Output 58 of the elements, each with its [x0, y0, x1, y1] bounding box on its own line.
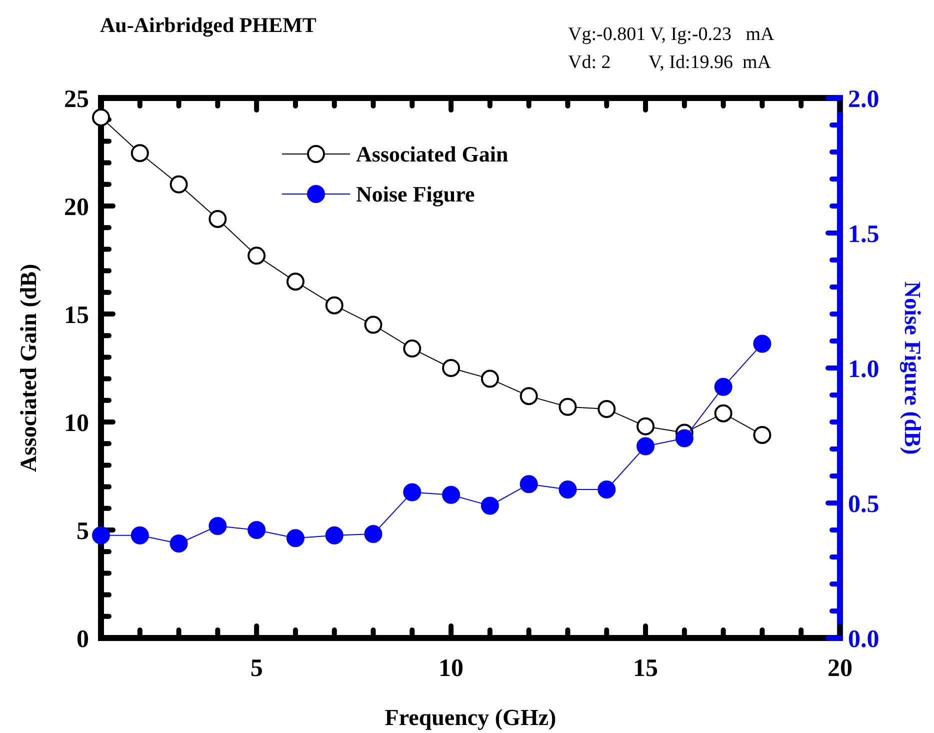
point — [130, 526, 149, 544]
y-tick-label: 25 — [64, 86, 89, 113]
point — [753, 334, 772, 353]
point — [403, 340, 422, 358]
y2-tick-label: 0.0 — [848, 626, 880, 653]
point — [598, 400, 616, 418]
x-tick-label: 5 — [250, 655, 263, 682]
point — [92, 108, 110, 126]
point — [364, 316, 382, 334]
point — [558, 398, 577, 416]
y2-axis-title: Noise Figure (dB) — [899, 281, 925, 455]
point — [130, 144, 149, 162]
point — [286, 272, 304, 291]
point — [364, 525, 382, 544]
chart-title: Au-Airbridged PHEMT — [100, 13, 316, 37]
point — [248, 521, 266, 539]
x-tick-label: 10 — [438, 655, 464, 682]
x-tick-label: 15 — [633, 655, 658, 682]
point — [286, 529, 304, 548]
y-tick-label: 5 — [76, 518, 89, 545]
y-tick-label: 0 — [76, 626, 89, 653]
point — [403, 483, 422, 502]
point — [325, 526, 344, 544]
x-axis-title: Frequency (GHz) — [384, 705, 556, 730]
point — [636, 417, 655, 436]
point — [558, 480, 577, 498]
point — [325, 296, 344, 314]
point — [248, 246, 266, 265]
point — [714, 378, 732, 396]
point — [520, 387, 538, 406]
y-axis-title: Associated Gain (dB) — [16, 264, 41, 472]
y2-tick-label: 1.0 — [848, 356, 880, 383]
y2-tick-label: 0.5 — [848, 490, 880, 518]
legend-label: Associated Gain — [356, 142, 508, 167]
point — [170, 534, 188, 552]
y2-tick-label: 2.0 — [848, 86, 880, 113]
text: Vg:-0.801 V, Ig:-0.23 mA — [568, 24, 774, 45]
point — [480, 370, 499, 388]
y-tick-label: 15 — [64, 302, 89, 329]
point — [520, 475, 538, 494]
point — [442, 486, 460, 504]
y-tick-label: 10 — [64, 410, 89, 437]
text: Vd: 2 V, Id:19.96 mA — [568, 52, 772, 73]
point — [442, 359, 460, 377]
point — [480, 496, 499, 515]
point — [598, 480, 616, 498]
point — [753, 426, 772, 444]
y2-tick-label: 1.5 — [848, 220, 880, 248]
point — [675, 429, 694, 448]
legend-label: Noise Figure — [356, 182, 475, 207]
point — [208, 516, 227, 535]
point — [170, 175, 188, 194]
x-tick-label: 20 — [828, 655, 852, 682]
point — [714, 404, 732, 422]
point — [636, 437, 655, 456]
point — [208, 210, 227, 228]
point — [92, 526, 110, 544]
y-tick-label: 20 — [64, 194, 89, 221]
